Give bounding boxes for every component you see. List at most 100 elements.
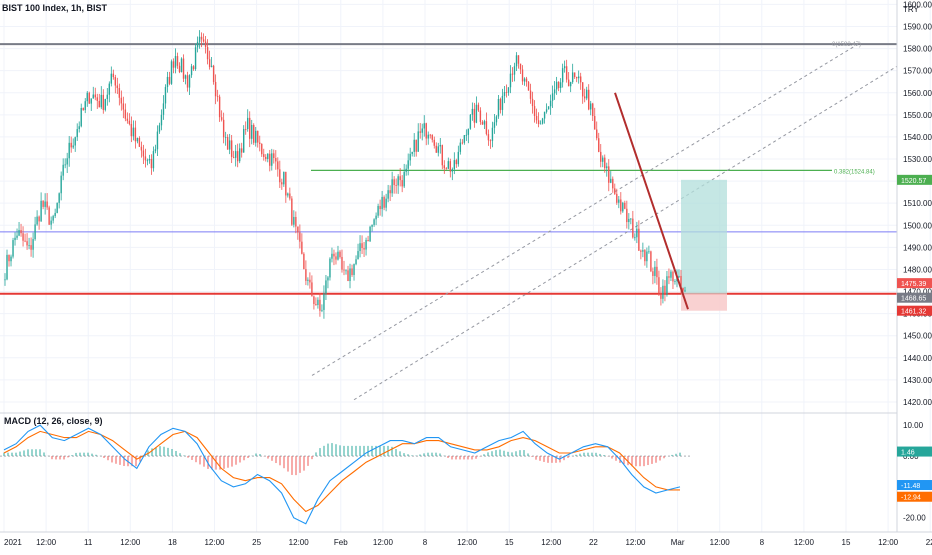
candle	[545, 109, 548, 112]
candle	[680, 275, 682, 288]
candle	[586, 89, 588, 99]
x-tick-label: 12:00	[878, 538, 899, 547]
candle	[429, 134, 431, 136]
candle	[477, 104, 480, 111]
candle	[158, 125, 161, 132]
candle	[441, 145, 443, 166]
candle	[567, 79, 570, 87]
candle	[648, 251, 650, 253]
candle	[395, 185, 397, 186]
x-tick-label: 12:00	[36, 538, 57, 547]
candle	[48, 207, 50, 225]
macd-title: MACD (12, 26, close, 9)	[4, 416, 103, 426]
candle	[208, 59, 211, 68]
y-tick-label: 1510.00	[903, 199, 932, 208]
macd-value-signal-bg	[897, 491, 932, 502]
candle	[108, 83, 111, 95]
candle	[46, 201, 48, 208]
candle	[212, 65, 215, 82]
candle	[684, 290, 686, 292]
candle	[52, 216, 54, 221]
candle	[662, 285, 664, 299]
candle	[42, 200, 44, 207]
candle	[642, 250, 644, 252]
y-tick-label: 1450.00	[903, 332, 932, 341]
candle	[618, 199, 620, 203]
candle	[263, 154, 265, 157]
x-tick-label: 18	[168, 538, 177, 547]
candle	[74, 137, 76, 146]
x-tick-label: 22	[926, 538, 932, 547]
candle	[405, 168, 407, 172]
candle	[136, 137, 139, 142]
candle	[646, 251, 648, 262]
candle	[126, 118, 129, 121]
y-tick-label: 1600.00	[903, 0, 932, 9]
candle	[620, 199, 622, 212]
x-tick-label: 12:00	[541, 538, 562, 547]
candle	[253, 124, 255, 143]
candle	[317, 299, 319, 306]
candle	[82, 108, 84, 111]
candle	[371, 224, 373, 227]
candle	[367, 239, 369, 242]
candle	[174, 56, 177, 68]
y-tick-label: 1530.00	[903, 155, 932, 164]
candle	[672, 271, 674, 282]
candle	[359, 243, 361, 252]
fib-top-label: 0(1582.47)	[832, 42, 861, 48]
candle	[399, 176, 401, 181]
candle	[493, 122, 496, 128]
candle	[247, 117, 249, 130]
candle	[329, 258, 331, 278]
candle	[503, 92, 506, 96]
candle	[295, 216, 297, 227]
candle	[188, 75, 191, 88]
candle	[64, 164, 66, 166]
down-trend-line	[614, 92, 689, 310]
macd-y-tick-label: -20.00	[903, 514, 926, 523]
candle	[343, 269, 345, 271]
candle	[234, 151, 237, 158]
candle	[226, 136, 229, 150]
candle	[148, 158, 151, 161]
candle	[192, 66, 195, 70]
candle	[385, 198, 387, 208]
candle	[594, 116, 596, 130]
candle	[509, 73, 512, 88]
candle	[622, 202, 624, 212]
candle	[449, 161, 452, 172]
candle	[249, 117, 251, 139]
candle	[445, 168, 447, 170]
candle	[403, 171, 405, 187]
candle	[606, 166, 608, 169]
candle	[164, 87, 167, 104]
candle	[581, 82, 584, 97]
candle	[397, 176, 399, 186]
candle	[553, 89, 556, 94]
candle	[598, 138, 600, 152]
candle	[375, 215, 377, 220]
x-tick-label: 12:00	[794, 538, 815, 547]
candle	[60, 175, 62, 194]
candle	[411, 151, 413, 154]
macd-value-histogram-bg	[897, 446, 932, 457]
candle	[194, 47, 197, 70]
candle	[202, 39, 205, 42]
candle	[447, 161, 450, 169]
candle	[453, 160, 456, 170]
candle	[413, 139, 415, 152]
candle	[497, 98, 500, 117]
candle	[626, 208, 628, 223]
candle	[529, 90, 532, 99]
candle	[632, 218, 634, 238]
x-tick-label: 12:00	[120, 538, 141, 547]
candle	[267, 153, 269, 160]
x-tick-label: 8	[760, 538, 765, 547]
candle	[297, 226, 299, 233]
candle	[644, 250, 646, 262]
candle	[204, 41, 207, 48]
candle	[495, 116, 498, 123]
